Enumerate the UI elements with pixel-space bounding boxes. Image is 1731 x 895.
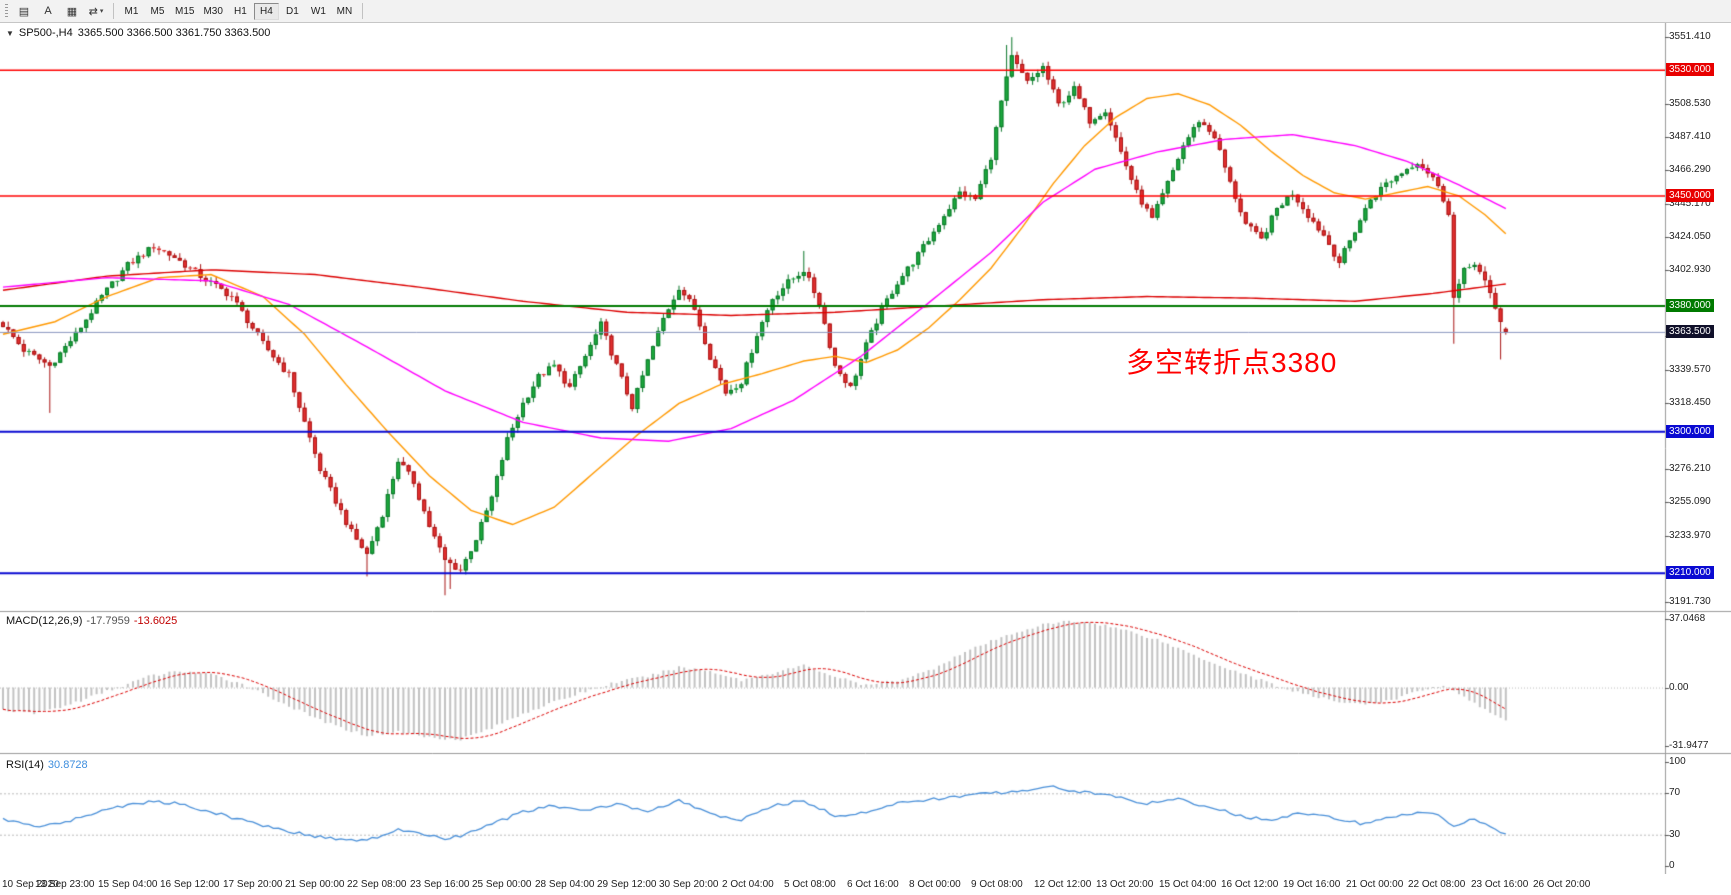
price-tick-label: 3255.090 (1669, 496, 1711, 507)
hline-price-label: 3300.000 (1666, 425, 1714, 438)
price-tick-label: 3445.170 (1669, 198, 1711, 209)
rsi-axis-label: 0 (1669, 860, 1675, 871)
chart-window: ▼ SP500-,H4 3365.500 3366.500 3361.750 3… (0, 23, 1731, 895)
timeframe-toolbar: M1 M5 M15 M30 H1 H4 D1 W1 MN (119, 2, 357, 20)
price-tick-label: 3191.730 (1669, 596, 1711, 607)
time-axis[interactable]: 10 Sep 2020 13 Sep 23:00 15 Sep 04:00 16 Se… (0, 875, 1731, 895)
time-axis-label: 23 Oct 16:00 (1471, 879, 1529, 890)
price-tick-label: 3466.290 (1669, 164, 1711, 175)
macd-axis-label: -31.9477 (1669, 740, 1709, 751)
toolbar-grip[interactable] (5, 4, 8, 18)
time-axis-label: 15 Oct 04:00 (1159, 879, 1217, 890)
time-axis-label: 15 Sep 04:00 (98, 879, 158, 890)
macd-axis-label: 0.00 (1669, 682, 1689, 693)
price-tick-label: 3339.570 (1669, 364, 1711, 375)
price-tick-label: 3276.210 (1669, 463, 1711, 474)
toolbar-separator (361, 3, 363, 19)
current-price-label: 3363.500 (1666, 325, 1714, 338)
hline-price-label: 3450.000 (1666, 189, 1714, 202)
time-axis-label: 30 Sep 20:00 (659, 879, 719, 890)
time-axis-label: 29 Sep 12:00 (597, 879, 657, 890)
timeframe-button-H1[interactable]: H1 (228, 3, 253, 20)
time-axis-label: 21 Oct 00:00 (1346, 879, 1404, 890)
caret-down-icon: ▾ (99, 8, 104, 15)
hline-price-label: 3210.000 (1666, 566, 1714, 579)
price-tick-label: 3233.970 (1669, 530, 1711, 541)
time-axis-label: 22 Sep 08:00 (347, 879, 407, 890)
price-tick-label: 3318.450 (1669, 397, 1711, 408)
time-axis-label: 16 Sep 12:00 (160, 879, 220, 890)
window-grid-icon[interactable]: ▤ (13, 2, 35, 20)
time-axis-label: 8 Oct 00:00 (909, 879, 961, 890)
time-axis-label: 13 Sep 23:00 (35, 879, 95, 890)
time-axis-label: 13 Oct 20:00 (1096, 879, 1154, 890)
time-axis-label: 10 Sep 2020 (2, 879, 59, 890)
timeframe-button-M5[interactable]: M5 (145, 3, 170, 20)
price-tick-label: 3402.930 (1669, 264, 1711, 275)
toolbar-separator (113, 3, 114, 19)
swap-arrows-icon[interactable]: ⇄ ▾ (85, 2, 107, 20)
rsi-axis-label: 70 (1669, 787, 1681, 798)
rsi-axis-label: 100 (1669, 756, 1686, 767)
price-tick-label: 3487.410 (1669, 131, 1711, 142)
time-axis-label: 28 Sep 04:00 (535, 879, 595, 890)
timeframe-button-H4[interactable]: H4 (253, 2, 279, 20)
time-axis-label: 21 Sep 00:00 (285, 879, 345, 890)
hline-price-label: 3380.000 (1666, 299, 1714, 312)
price-axis[interactable]: 3551.410 3508.530 3487.410 3466.290 3445.170… (1666, 23, 1731, 874)
rsi-axis-label: 30 (1669, 829, 1681, 840)
chart-annotation: 多空转折点3380 (1126, 347, 1338, 378)
timeframe-button-MN[interactable]: MN (332, 3, 357, 20)
timeframe-button-M15[interactable]: M15 (171, 3, 198, 20)
time-axis-label: 17 Sep 20:00 (223, 879, 283, 890)
letter-a-icon[interactable]: A (37, 2, 59, 20)
candlestick-icon[interactable]: ▦ (61, 2, 83, 20)
candlestick-glyph: ▦ (66, 5, 78, 18)
timeframe-button-M1[interactable]: M1 (119, 3, 144, 20)
price-tick-label: 3551.410 (1669, 31, 1711, 42)
time-axis-label: 25 Sep 00:00 (472, 879, 532, 890)
timeframe-button-W1[interactable]: W1 (306, 3, 331, 20)
time-axis-label: 22 Oct 08:00 (1408, 879, 1466, 890)
price-tick-label: 3508.530 (1669, 98, 1711, 109)
window-grid-glyph: ▤ (18, 5, 30, 18)
macd-axis-label: 37.0468 (1669, 613, 1706, 624)
time-axis-label: 5 Oct 08:00 (784, 879, 836, 890)
time-axis-label: 6 Oct 16:00 (847, 879, 899, 890)
hline-price-label: 3530.000 (1666, 63, 1714, 76)
time-axis-label: 2 Oct 04:00 (722, 879, 774, 890)
chart-canvas[interactable] (0, 23, 1731, 874)
time-axis-label: 9 Oct 08:00 (971, 879, 1023, 890)
letter-a-glyph: A (44, 5, 52, 17)
time-axis-label: 26 Oct 20:00 (1533, 879, 1591, 890)
symbol-dropdown-icon[interactable]: ▼ (6, 28, 14, 38)
time-axis-label: 16 Oct 12:00 (1221, 879, 1279, 890)
time-axis-label: 12 Oct 12:00 (1034, 879, 1092, 890)
price-tick-label: 3424.050 (1669, 231, 1711, 242)
main-toolbar: ▤ A ▦ ⇄ ▾ M1 M5 M15 M30 H1 H4 D1 W1 MN (0, 0, 1731, 23)
swap-arrows-glyph: ⇄ (88, 5, 98, 18)
timeframe-button-D1[interactable]: D1 (280, 3, 305, 20)
time-axis-label: 23 Sep 16:00 (410, 879, 470, 890)
time-axis-label: 19 Oct 16:00 (1283, 879, 1341, 890)
timeframe-button-M30[interactable]: M30 (199, 3, 226, 20)
